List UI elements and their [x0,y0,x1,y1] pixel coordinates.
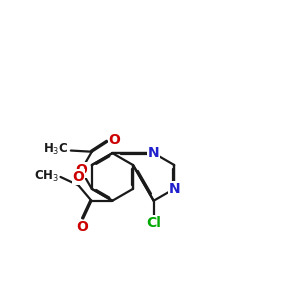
Text: H$_3$C: H$_3$C [44,142,69,158]
Text: N: N [148,146,160,160]
Text: O: O [109,133,120,147]
Text: O: O [75,163,87,177]
Text: O: O [76,220,88,235]
Text: CH$_3$: CH$_3$ [34,169,58,184]
Text: Cl: Cl [146,216,161,230]
Text: N: N [168,182,180,196]
Text: O: O [72,170,84,184]
